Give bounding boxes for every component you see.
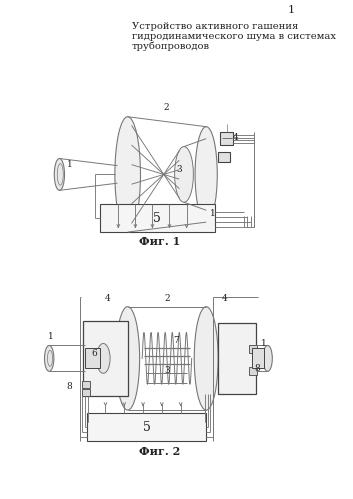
Bar — [100, 204, 215, 232]
Ellipse shape — [54, 159, 65, 190]
Text: 4: 4 — [233, 133, 239, 142]
Bar — [87, 413, 206, 441]
Text: 2: 2 — [163, 103, 169, 112]
Text: 3: 3 — [164, 366, 170, 375]
Ellipse shape — [194, 307, 218, 410]
Text: 5: 5 — [143, 421, 150, 434]
Bar — [249, 367, 257, 375]
Text: 5: 5 — [153, 212, 161, 225]
Ellipse shape — [263, 345, 272, 371]
Ellipse shape — [116, 307, 140, 410]
Text: гидродинамического шума в системах: гидродинамического шума в системах — [132, 32, 336, 41]
Ellipse shape — [96, 343, 110, 373]
Ellipse shape — [195, 127, 217, 222]
Ellipse shape — [175, 147, 193, 202]
Ellipse shape — [115, 117, 140, 232]
Bar — [249, 345, 257, 353]
Text: 1: 1 — [48, 332, 54, 341]
Text: 1: 1 — [261, 339, 266, 348]
Text: 2: 2 — [164, 294, 170, 303]
Bar — [83, 389, 90, 396]
Text: трубопроводов: трубопроводов — [132, 41, 210, 51]
Text: Фиг. 1: Фиг. 1 — [139, 236, 180, 247]
Bar — [218, 152, 230, 163]
Bar — [85, 348, 100, 368]
Text: 1: 1 — [67, 160, 72, 169]
Text: 4: 4 — [104, 294, 110, 303]
Bar — [83, 320, 128, 396]
Text: 7: 7 — [173, 336, 179, 345]
Text: Устройство активного гашения: Устройство активного гашения — [132, 22, 298, 31]
Text: 8: 8 — [255, 364, 260, 373]
Text: 1: 1 — [210, 209, 216, 218]
Bar — [220, 132, 233, 145]
Text: 8: 8 — [67, 382, 72, 391]
Text: 1: 1 — [288, 5, 295, 15]
Text: Фиг. 2: Фиг. 2 — [139, 447, 180, 458]
Bar — [218, 322, 256, 394]
Bar — [252, 348, 264, 368]
Bar — [83, 381, 90, 388]
Ellipse shape — [44, 345, 54, 371]
Text: 3: 3 — [176, 165, 182, 174]
Text: 6: 6 — [91, 349, 97, 358]
Text: 4: 4 — [222, 294, 228, 303]
